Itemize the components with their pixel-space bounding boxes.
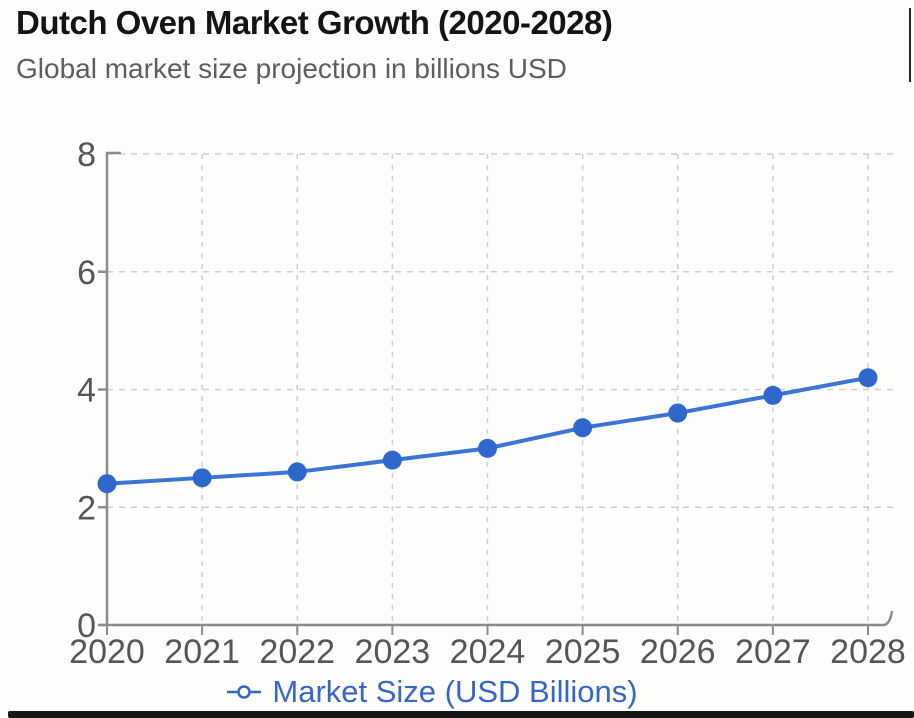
legend-label: Market Size (USD Billions) [272,674,638,709]
x-axis-line [100,610,894,627]
data-point [382,450,402,470]
data-point [478,438,497,458]
y-tick-label: 8 [77,136,96,174]
x-tick-label: 2022 [259,633,335,671]
legend-line-marker-icon [227,685,262,699]
x-tick-label: 2023 [355,633,431,671]
y-tick-label: 2 [77,489,96,527]
x-tick-label: 2021 [164,633,240,671]
y-tick-label: 0 [77,607,96,645]
data-point [287,462,307,482]
screenshot-bottom-border [8,711,914,718]
y-tick-label: 6 [77,254,96,292]
y-tick-label: 4 [77,372,96,410]
y-axis-line [105,151,121,625]
x-tick-label: 2027 [735,633,811,671]
chart-legend: Market Size (USD Billions) [0,674,889,710]
x-tick-label: 2026 [640,633,716,671]
data-point [763,385,783,405]
page-title: Dutch Oven Market Growth (2020-2028) [16,4,613,41]
data-point [192,468,212,488]
x-tick-label: 2028 [830,633,906,671]
x-tick-label: 2020 [69,633,145,671]
data-point [858,368,878,388]
data-point [668,403,688,423]
screenshot-right-border [909,8,911,82]
data-point [97,474,117,494]
page-subtitle: Global market size projection in billion… [16,53,567,84]
legend-marker-circle [237,685,252,699]
data-point [573,418,593,438]
x-tick-label: 2024 [450,633,526,671]
x-tick-label: 2025 [545,633,621,671]
